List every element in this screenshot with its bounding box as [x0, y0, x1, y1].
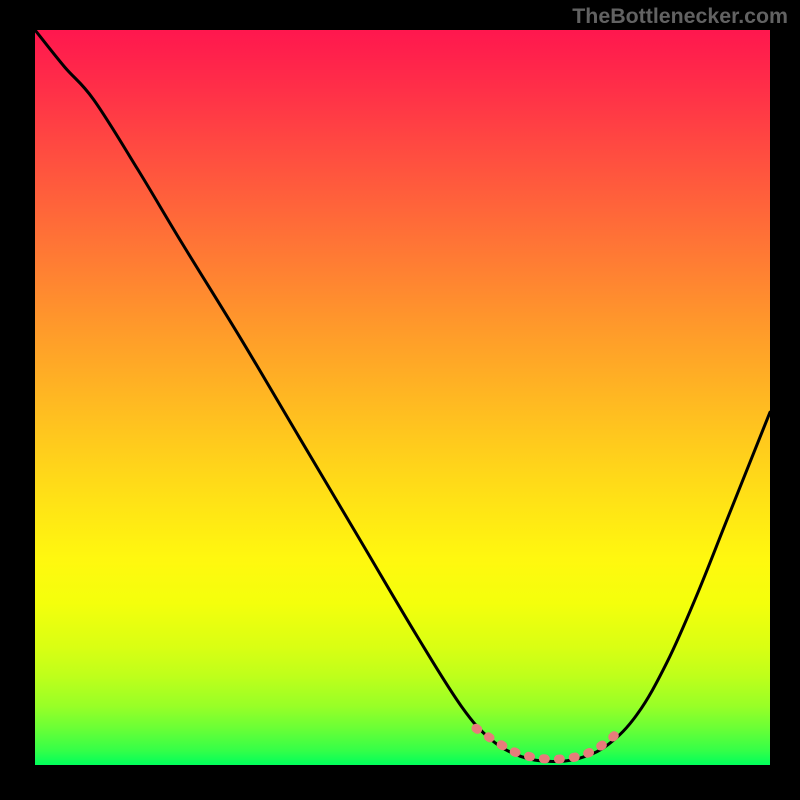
- watermark-text: TheBottlenecker.com: [572, 4, 788, 29]
- chart-svg: [35, 30, 770, 765]
- chart-background-rect: [35, 30, 770, 765]
- chart-plot-area: [35, 30, 770, 765]
